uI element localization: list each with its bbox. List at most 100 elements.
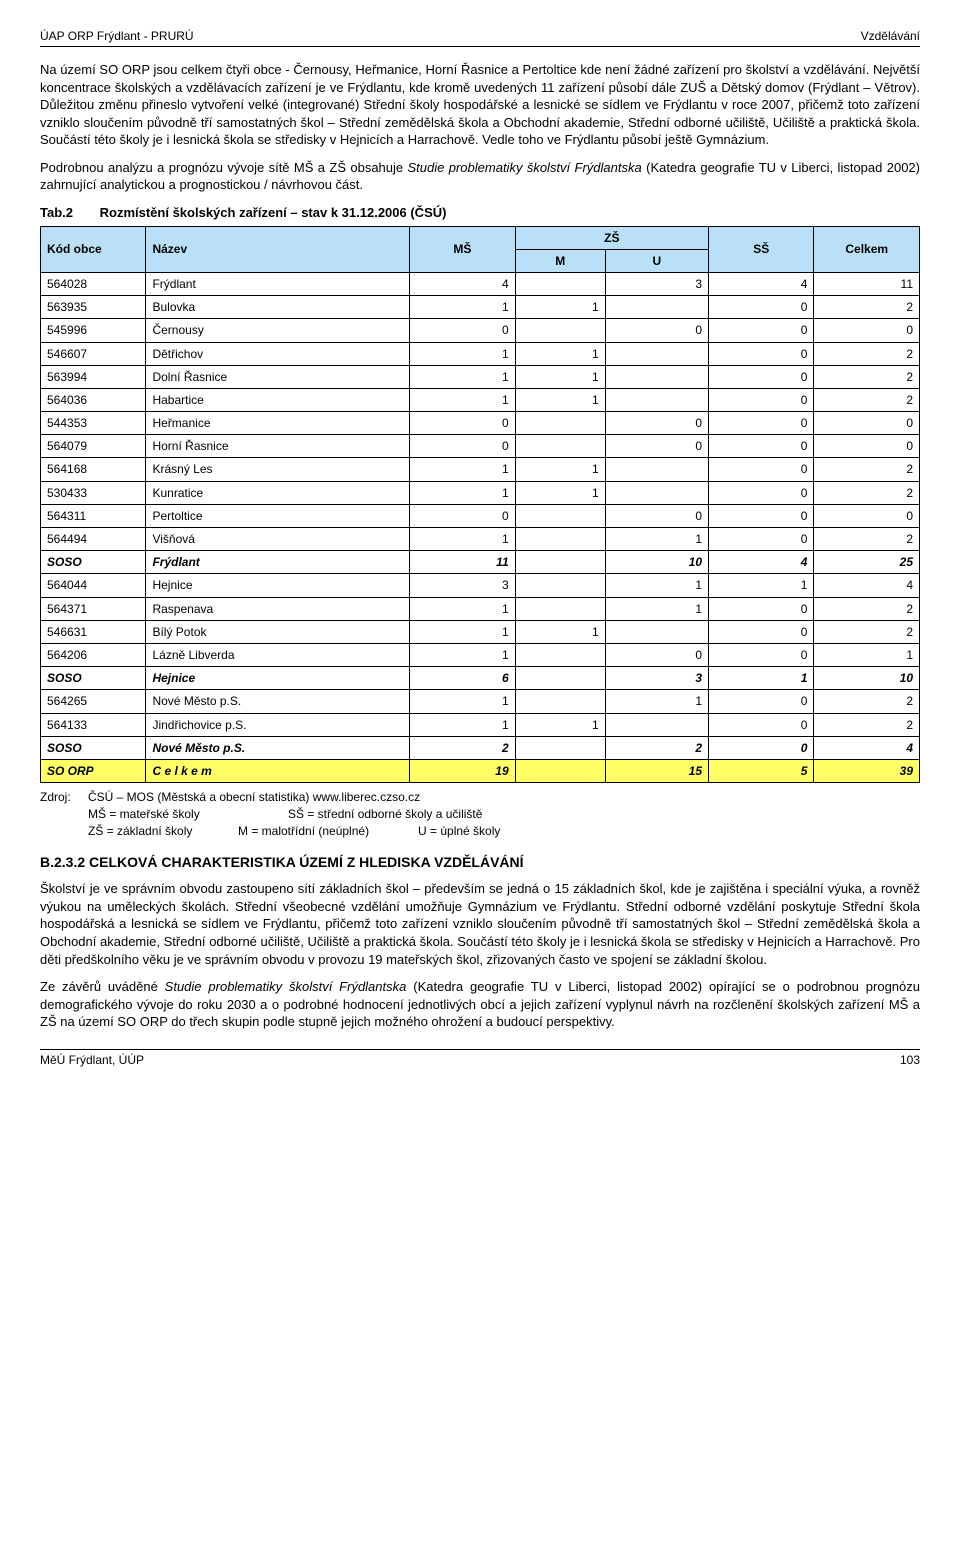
table-cell: 2 [814, 620, 920, 643]
table-cell: 0 [410, 412, 515, 435]
table-head: Kód obceNázevMŠZŠSŠCelkemMU [41, 226, 920, 272]
table-subheader-cell: M [515, 249, 605, 272]
table-header-cell: MŠ [410, 226, 515, 272]
table-cell: 0 [814, 319, 920, 342]
table-cell: Černousy [146, 319, 410, 342]
table-cell: 0 [709, 528, 814, 551]
table-row: 564265Nové Město p.S.1102 [41, 690, 920, 713]
table-cell [605, 620, 708, 643]
table-cell [605, 365, 708, 388]
table-cell: 4 [814, 574, 920, 597]
table-title: Rozmístění školských zařízení – stav k 3… [100, 205, 447, 220]
table-cell: 1 [515, 342, 605, 365]
table-cell: 544353 [41, 412, 146, 435]
table-cell [515, 759, 605, 782]
para2-italic: Studie problematiky školství Frýdlantska [408, 160, 642, 175]
page-header: ÚAP ORP Frýdlant - PRURÚ Vzdělávání [40, 28, 920, 47]
table-cell: 25 [814, 551, 920, 574]
table-cell [515, 504, 605, 527]
paragraph-1: Na území SO ORP jsou celkem čtyři obce -… [40, 61, 920, 149]
table-cell [515, 690, 605, 713]
table-cell [515, 528, 605, 551]
header-right: Vzdělávání [861, 28, 920, 44]
table-cell: 1 [515, 296, 605, 319]
table-cell: 1 [410, 481, 515, 504]
table-row: 563994Dolní Řasnice1102 [41, 365, 920, 388]
table-cell: 1 [410, 713, 515, 736]
page-footer: MěÚ Frýdlant, ÚÚP 103 [40, 1049, 920, 1068]
table-cell: 3 [605, 667, 708, 690]
table-cell: 564265 [41, 690, 146, 713]
table-cell: 2 [605, 736, 708, 759]
schools-table: Kód obceNázevMŠZŠSŠCelkemMU 564028Frýdla… [40, 226, 920, 784]
table-cell: 546607 [41, 342, 146, 365]
table-cell: 1 [410, 690, 515, 713]
table-cell: 2 [814, 481, 920, 504]
table-cell: Bulovka [146, 296, 410, 319]
table-cell: Hejnice [146, 667, 410, 690]
table-cell: 564079 [41, 435, 146, 458]
table-number: Tab.2 [40, 204, 96, 222]
table-cell: 0 [709, 713, 814, 736]
table-cell [605, 481, 708, 504]
table-cell: 2 [814, 528, 920, 551]
table-row: SOSOFrýdlant1110425 [41, 551, 920, 574]
table-cell: 2 [814, 690, 920, 713]
table-row: 564079Horní Řasnice0000 [41, 435, 920, 458]
table-row: 546607Dětřichov1102 [41, 342, 920, 365]
table-cell [515, 272, 605, 295]
table-cell: 564371 [41, 597, 146, 620]
table-cell: 3 [605, 272, 708, 295]
table-cell [515, 435, 605, 458]
table-cell: 10 [605, 551, 708, 574]
table-cell: 39 [814, 759, 920, 782]
table-cell: 1 [515, 713, 605, 736]
table-cell: 0 [814, 412, 920, 435]
table-cell: 0 [605, 412, 708, 435]
table-cell [515, 667, 605, 690]
source-line2a: MŠ = mateřské školy [88, 806, 288, 823]
table-row: 564206Lázně Libverda1001 [41, 643, 920, 666]
table-row: 564371Raspenava1102 [41, 597, 920, 620]
table-cell: 4 [709, 551, 814, 574]
table-cell [605, 296, 708, 319]
table-cell: 1 [410, 365, 515, 388]
source-line3c: U = úplné školy [418, 823, 500, 840]
table-cell: Raspenava [146, 597, 410, 620]
table-cell: Hejnice [146, 574, 410, 597]
table-cell [605, 458, 708, 481]
table-row: 564028Frýdlant43411 [41, 272, 920, 295]
table-row: 546631Bílý Potok1102 [41, 620, 920, 643]
table-cell [515, 319, 605, 342]
source-line3a: ZŠ = základní školy [88, 823, 238, 840]
table-cell: 1 [605, 528, 708, 551]
section-heading: B.2.3.2 CELKOVÁ CHARAKTERISTIKA ÚZEMÍ Z … [40, 853, 920, 872]
table-cell: 10 [814, 667, 920, 690]
table-cell: 1 [605, 690, 708, 713]
table-cell: 0 [605, 435, 708, 458]
table-cell: 0 [605, 504, 708, 527]
table-row: SOSOHejnice6 3110 [41, 667, 920, 690]
table-cell [515, 412, 605, 435]
table-cell: 6 [410, 667, 515, 690]
table-cell: 0 [709, 319, 814, 342]
table-cell: 19 [410, 759, 515, 782]
table-row: 564044Hejnice3114 [41, 574, 920, 597]
table-cell: 15 [605, 759, 708, 782]
table-cell: 2 [814, 713, 920, 736]
table-row: 564168Krásný Les1102 [41, 458, 920, 481]
table-cell: 1 [709, 574, 814, 597]
source-line3b: M = malotřídní (neúplné) [238, 823, 418, 840]
table-cell [605, 713, 708, 736]
table-cell: 3 [410, 574, 515, 597]
footer-right: 103 [900, 1052, 920, 1068]
table-cell: 1 [410, 296, 515, 319]
table-cell: 564044 [41, 574, 146, 597]
table-cell: SOSO [41, 667, 146, 690]
table-cell [605, 342, 708, 365]
table-cell: 0 [709, 296, 814, 319]
table-header-cell: ZŠ [515, 226, 708, 249]
table-cell: 0 [410, 504, 515, 527]
table-cell: 0 [709, 690, 814, 713]
table-cell: 1 [709, 667, 814, 690]
